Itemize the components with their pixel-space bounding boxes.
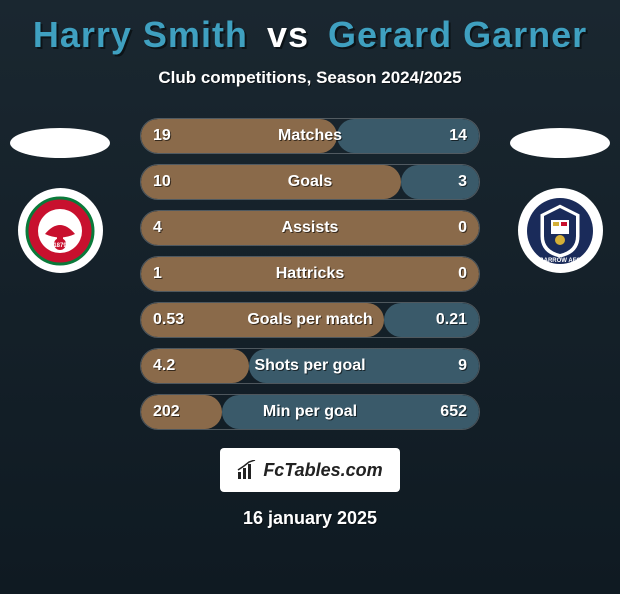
stat-value-left: 1 [153, 265, 162, 283]
stat-row: 0.53 0.21 Goals per match [140, 302, 480, 338]
stat-row: 10 3 Goals [140, 164, 480, 200]
swindon-badge-icon: 1879 [25, 196, 95, 266]
title-player1: Harry Smith [33, 14, 248, 55]
stat-value-right: 9 [458, 357, 467, 375]
stat-label: Assists [282, 219, 339, 237]
stat-row: 4 0 Assists [140, 210, 480, 246]
player1-photo-placeholder [10, 128, 110, 158]
stat-value-left: 19 [153, 127, 171, 145]
right-player-column: BARROW AFC [510, 128, 610, 273]
stat-value-right: 0 [458, 219, 467, 237]
title-player2: Gerard Garner [328, 14, 587, 55]
stat-label: Goals [288, 173, 332, 191]
stat-row: 1 0 Hattricks [140, 256, 480, 292]
stat-label: Shots per goal [254, 357, 365, 375]
stat-row: 19 14 Matches [140, 118, 480, 154]
stat-value-right: 652 [440, 403, 467, 421]
footer-date: 16 january 2025 [0, 508, 620, 529]
player1-club-badge: 1879 [18, 188, 103, 273]
title-vs: vs [267, 14, 309, 55]
stat-label: Hattricks [276, 265, 344, 283]
stat-fill-left [141, 165, 401, 199]
svg-text:BARROW AFC: BARROW AFC [539, 258, 581, 264]
page-title: Harry Smith vs Gerard Garner [0, 14, 620, 56]
stat-value-left: 4.2 [153, 357, 175, 375]
stat-value-left: 0.53 [153, 311, 184, 329]
player2-club-badge: BARROW AFC [518, 188, 603, 273]
subtitle: Club competitions, Season 2024/2025 [0, 68, 620, 88]
stat-label: Min per goal [263, 403, 357, 421]
barrow-badge-icon: BARROW AFC [525, 196, 595, 266]
stat-value-left: 202 [153, 403, 180, 421]
stat-row: 202 652 Min per goal [140, 394, 480, 430]
stat-value-left: 4 [153, 219, 162, 237]
left-player-column: 1879 [10, 128, 110, 273]
svg-text:1879: 1879 [53, 243, 67, 249]
footer-logo-text: FcTables.com [263, 460, 382, 481]
stat-label: Goals per match [247, 311, 372, 329]
stat-value-right: 0.21 [436, 311, 467, 329]
stat-value-right: 3 [458, 173, 467, 191]
stat-row: 4.2 9 Shots per goal [140, 348, 480, 384]
chart-icon [237, 460, 257, 480]
player2-photo-placeholder [510, 128, 610, 158]
fctables-logo: FcTables.com [220, 448, 400, 492]
stat-value-right: 0 [458, 265, 467, 283]
stat-label: Matches [278, 127, 342, 145]
stat-fill-right [401, 165, 479, 199]
stat-value-right: 14 [449, 127, 467, 145]
stat-value-left: 10 [153, 173, 171, 191]
stats-area: 1879 BARROW AFC 1914Matches103Goals40Ass… [0, 118, 620, 430]
